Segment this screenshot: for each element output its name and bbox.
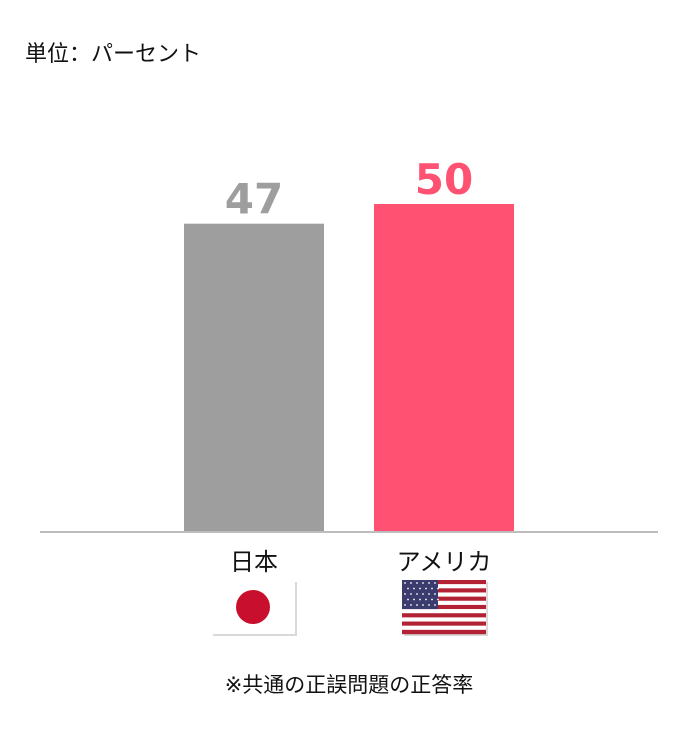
footnote: ※共通の正誤問題の正答率 (224, 673, 474, 697)
data-label-1: 50 (415, 155, 473, 204)
bar-0 (184, 223, 324, 532)
bar-chart: 47 日本 50 アメリカ (40, 155, 658, 636)
bar-1 (374, 204, 514, 532)
category-label-0: 日本 (230, 548, 278, 576)
category-label-1: アメリカ (397, 548, 492, 576)
unit-label: 単位：パーセント (25, 42, 202, 67)
usa-flag-icon (402, 580, 488, 636)
japan-flag-icon (211, 580, 297, 636)
data-label-0: 47 (225, 175, 283, 224)
